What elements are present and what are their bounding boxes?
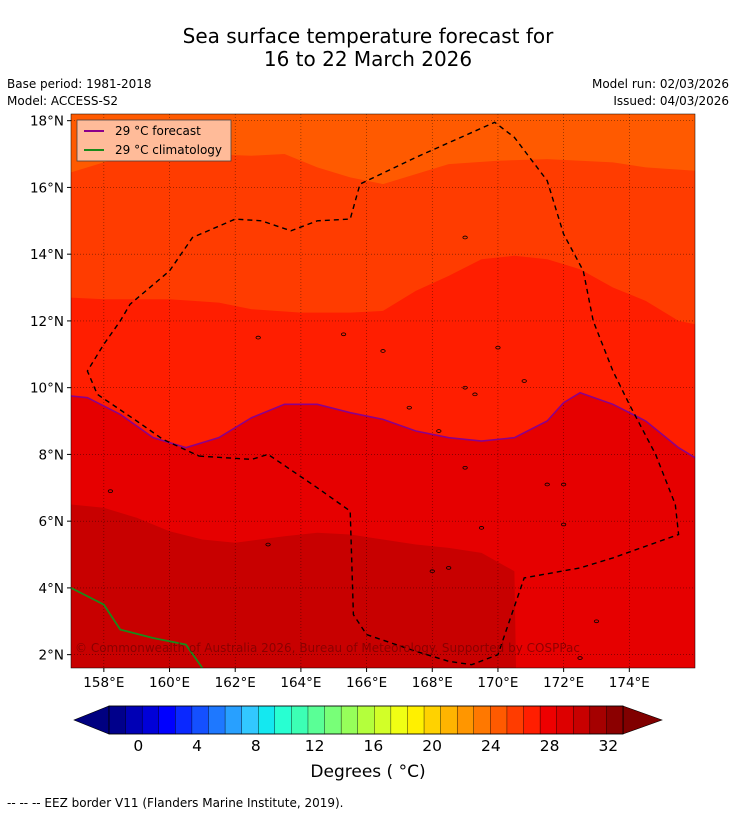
colorbar-frame bbox=[108, 705, 624, 735]
colorbar-swatch bbox=[523, 705, 541, 735]
island-marker bbox=[406, 405, 412, 410]
island-marker bbox=[495, 345, 501, 350]
colorbar-swatch bbox=[108, 705, 127, 735]
colorbar-tick-label: 0 bbox=[133, 737, 143, 755]
island-marker bbox=[577, 656, 583, 660]
base-period: Base period: 1981-2018 bbox=[7, 77, 152, 91]
lon-tick-label: 168°E bbox=[412, 675, 453, 691]
colorbar-swatch bbox=[241, 705, 259, 735]
colorbar-label: Degrees ( °C) bbox=[310, 762, 426, 782]
colorbar-swatch bbox=[340, 705, 359, 735]
colorbar-swatch bbox=[274, 705, 292, 735]
island-marker bbox=[462, 385, 468, 390]
island-marker bbox=[340, 332, 347, 337]
lon-tick-label: 162°E bbox=[215, 675, 256, 691]
island-marker bbox=[544, 482, 550, 487]
island-marker bbox=[446, 566, 452, 570]
copyright-text: © Commonwealth of Australia 2026, Bureau… bbox=[75, 641, 580, 655]
colorbar-swatch bbox=[490, 705, 508, 735]
title-line-2: 16 to 22 March 2026 bbox=[263, 47, 473, 71]
colorbar-swatch bbox=[307, 705, 326, 735]
colorbar-swatch bbox=[407, 705, 425, 735]
island-marker bbox=[265, 542, 271, 547]
lat-tick-label: 2°N bbox=[39, 648, 64, 664]
colorbar-swatch bbox=[224, 705, 243, 735]
colorbar-swatch bbox=[440, 705, 458, 735]
colorbar-swatch bbox=[423, 705, 442, 735]
climatology-29c-contour bbox=[71, 587, 204, 668]
legend-entry: 29 °C climatology bbox=[115, 143, 222, 157]
colorbar-swatch bbox=[141, 705, 160, 735]
model-run: Model run: 02/03/2026 bbox=[591, 77, 729, 91]
island-marker bbox=[593, 619, 600, 624]
legend-box bbox=[76, 119, 232, 162]
island-marker bbox=[561, 522, 567, 527]
colorbar-tick-label: 24 bbox=[481, 737, 501, 755]
island-marker bbox=[107, 489, 114, 493]
colorbar-high-arrow bbox=[622, 705, 663, 735]
lat-tick-label: 16°N bbox=[30, 180, 64, 196]
island-marker bbox=[561, 482, 567, 487]
colorbar-tick-label: 20 bbox=[422, 737, 442, 755]
lon-tick-label: 170°E bbox=[477, 675, 518, 691]
lon-tick-label: 164°E bbox=[280, 675, 321, 691]
colorbar-swatch bbox=[589, 705, 607, 735]
colorbar-swatch bbox=[324, 705, 342, 735]
colorbar-swatch bbox=[291, 705, 309, 735]
colorbar-swatch bbox=[573, 705, 591, 735]
colorbar-swatch bbox=[506, 705, 525, 735]
island-marker bbox=[436, 429, 442, 433]
colorbar-tick-label: 4 bbox=[192, 737, 202, 755]
colorbar-swatch bbox=[258, 705, 276, 735]
colorbar-swatch bbox=[357, 705, 375, 735]
colorbar-swatch bbox=[175, 705, 193, 735]
legend-entry: 29 °C forecast bbox=[115, 124, 201, 138]
eez-footnote: -- -- -- EEZ border V11 (Flanders Marine… bbox=[7, 796, 344, 810]
colorbar-swatch bbox=[473, 705, 491, 735]
colorbar-swatch bbox=[556, 705, 574, 735]
issued-date: Issued: 04/03/2026 bbox=[613, 94, 729, 108]
colorbar-swatch bbox=[158, 705, 176, 735]
colorbar-swatch bbox=[191, 705, 209, 735]
colorbar-swatch bbox=[606, 705, 624, 735]
island-marker bbox=[478, 526, 485, 530]
island-marker bbox=[380, 349, 386, 353]
colorbar-low-arrow bbox=[73, 705, 110, 735]
lat-tick-label: 4°N bbox=[39, 581, 64, 597]
island-marker bbox=[521, 379, 527, 383]
colorbar-swatch bbox=[208, 705, 226, 735]
lon-tick-label: 174°E bbox=[609, 675, 650, 691]
island-marker bbox=[429, 569, 435, 574]
lon-tick-label: 172°E bbox=[543, 675, 584, 691]
lat-tick-label: 14°N bbox=[30, 247, 64, 263]
lat-tick-label: 10°N bbox=[30, 381, 64, 397]
colorbar-swatch bbox=[125, 705, 143, 735]
colorbar-tick-label: 8 bbox=[251, 737, 261, 755]
lon-tick-label: 158°E bbox=[83, 675, 124, 691]
colorbar-tick-label: 12 bbox=[305, 737, 325, 755]
sst-band-warm-5 bbox=[71, 504, 516, 668]
island-marker bbox=[255, 335, 261, 340]
island-marker bbox=[462, 235, 468, 240]
title-line-1: Sea surface temperature forecast for bbox=[182, 24, 554, 48]
colorbar-swatch bbox=[456, 705, 475, 735]
model-name: Model: ACCESS-S2 bbox=[7, 94, 119, 108]
colorbar-swatch bbox=[539, 705, 558, 735]
colorbar-tick-label: 16 bbox=[363, 737, 383, 755]
lat-tick-label: 18°N bbox=[30, 114, 64, 130]
map-frame bbox=[70, 113, 696, 669]
colorbar-tick-label: 28 bbox=[540, 737, 560, 755]
lon-tick-label: 166°E bbox=[346, 675, 387, 691]
lat-tick-label: 12°N bbox=[30, 314, 64, 330]
island-marker bbox=[472, 392, 478, 397]
colorbar-swatch bbox=[374, 705, 392, 735]
lat-tick-label: 8°N bbox=[39, 447, 64, 463]
colorbar-swatch bbox=[390, 705, 408, 735]
lat-tick-label: 6°N bbox=[39, 514, 64, 530]
forecast-29c-contour bbox=[71, 391, 695, 459]
island-marker bbox=[462, 465, 468, 470]
sst-map: 158°E 160°E 162°E 164°E 166°E 168°E 170°E 172°E… bbox=[30, 113, 696, 755]
lon-tick-label: 160°E bbox=[149, 675, 190, 691]
colorbar-tick-label: 32 bbox=[598, 737, 618, 755]
